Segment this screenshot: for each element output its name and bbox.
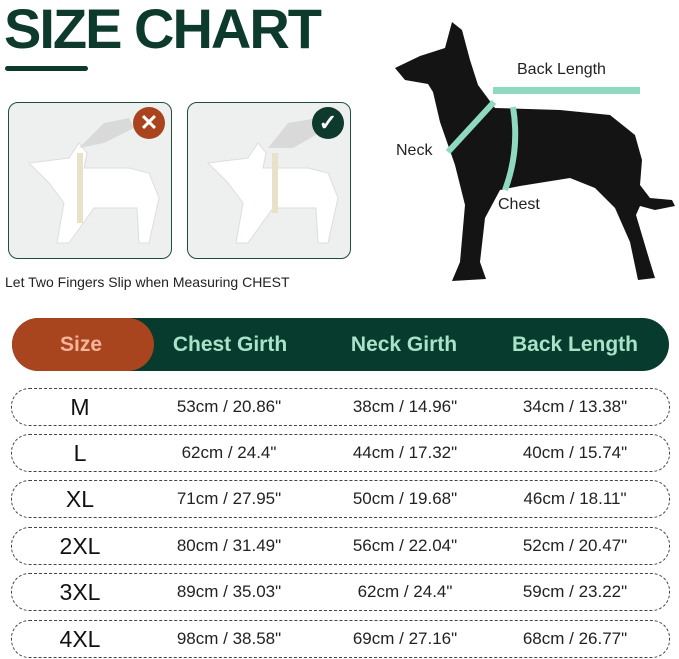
table-row: 3XL 89cm / 35.03" 62cm / 24.4" 59cm / 23.22…	[11, 573, 670, 611]
table-row: 2XL 80cm / 31.49" 56cm / 22.04" 52cm / 20.4…	[11, 527, 670, 565]
title-underline	[5, 66, 88, 71]
header-size: Size	[59, 333, 103, 356]
neck-girth-cell: 38cm / 14.96"	[352, 397, 458, 416]
header-size-pill	[12, 318, 154, 371]
page-title: SIZE CHART	[4, 0, 322, 60]
table-row: L 62cm / 24.4" 44cm / 17.32" 40cm / 15.74"	[11, 434, 670, 472]
header-back-length: Back Length	[511, 333, 639, 356]
neck-tape	[445, 99, 497, 155]
size-cell: M	[70, 394, 90, 420]
size-cell: 3XL	[59, 579, 101, 605]
header-neck-girth: Neck Girth	[350, 333, 458, 356]
size-cell: XL	[65, 486, 95, 512]
measuring-tip: Let Two Fingers Slip when Measuring CHES…	[5, 274, 290, 290]
back-length-label: Back Length	[517, 61, 606, 78]
neck-girth-cell: 56cm / 22.04"	[352, 536, 458, 555]
dog-diagram	[395, 22, 675, 281]
header-chest-girth: Chest Girth	[172, 333, 288, 356]
back-length-cell: 34cm / 13.38"	[522, 397, 628, 416]
neck-girth-cell: 50cm / 19.68"	[352, 489, 458, 508]
neck-label: Neck	[396, 142, 433, 159]
back-tape	[493, 87, 640, 94]
back-length-cell: 52cm / 20.47"	[522, 536, 628, 555]
photo-correct-measurement: ✓	[187, 102, 351, 259]
dog-mannequin-image	[27, 118, 160, 244]
dog-silhouette	[395, 22, 675, 281]
back-length-cell: 46cm / 18.11"	[523, 489, 627, 508]
size-cell: L	[73, 440, 87, 466]
size-cell: 4XL	[59, 626, 101, 652]
chest-girth-cell: 71cm / 27.95"	[176, 489, 282, 508]
chest-label: Chest	[498, 196, 540, 213]
chest-girth-cell: 98cm / 38.58"	[176, 629, 282, 648]
chest-girth-cell: 89cm / 35.03"	[176, 582, 282, 601]
neck-girth-cell: 69cm / 27.16"	[352, 629, 458, 648]
neck-girth-cell: 44cm / 17.32"	[352, 443, 458, 462]
x-icon: ✕	[133, 107, 165, 139]
table-row: XL 71cm / 27.95" 50cm / 19.68" 46cm / 18.11…	[11, 480, 670, 518]
size-cell: 2XL	[59, 533, 101, 559]
chest-girth-cell: 53cm / 20.86"	[176, 397, 282, 416]
back-length-cell: 40cm / 15.74"	[522, 443, 628, 462]
table-header: Size Chest Girth Neck Girth Back Length	[12, 318, 669, 371]
back-length-cell: 68cm / 26.77"	[522, 629, 628, 648]
back-length-cell: 59cm / 23.22"	[522, 582, 628, 601]
chest-girth-cell: 80cm / 31.49"	[176, 536, 282, 555]
table-row: 4XL 98cm / 38.58" 69cm / 27.16" 68cm / 26.7…	[11, 620, 670, 658]
chest-girth-cell: 62cm / 24.4"	[181, 443, 277, 462]
neck-girth-cell: 62cm / 24.4"	[357, 582, 453, 601]
chest-tape	[502, 106, 519, 192]
table-row: M 53cm / 20.86" 38cm / 14.96" 34cm / 13.38"	[11, 388, 670, 426]
check-icon: ✓	[312, 107, 344, 139]
photo-wrong-measurement: ✕	[8, 102, 172, 259]
